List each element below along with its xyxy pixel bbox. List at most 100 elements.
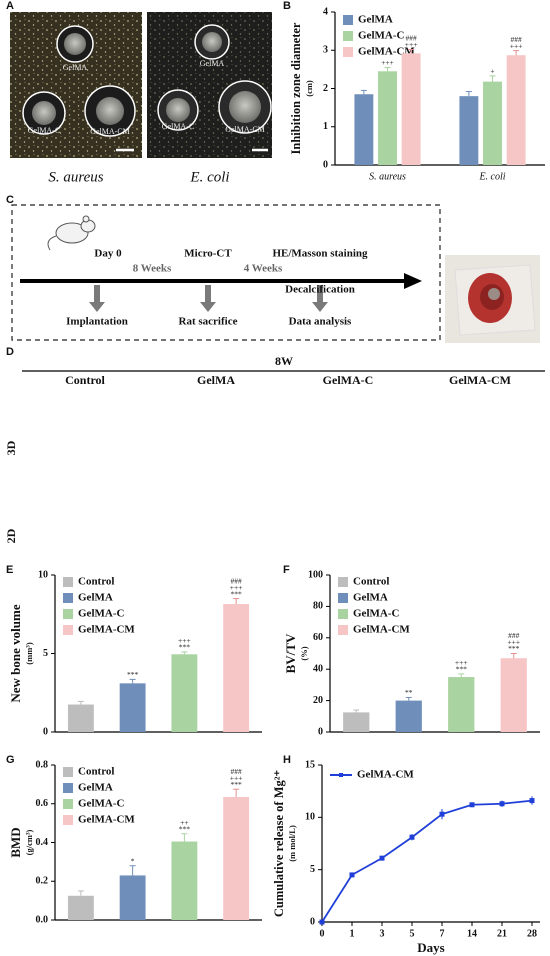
legend-swatch xyxy=(63,609,73,619)
significance: *** xyxy=(127,670,139,679)
photo-caption: E. coli xyxy=(189,169,229,185)
data-point xyxy=(379,855,385,861)
bar xyxy=(171,654,198,732)
legend-swatch xyxy=(338,593,348,603)
significance: ### xyxy=(508,631,520,640)
y-tick-label: 5 xyxy=(43,648,48,659)
data-line xyxy=(321,799,533,923)
y-tick-label: 4 xyxy=(323,6,328,17)
y-tick-label: 0 xyxy=(310,916,315,927)
legend-label: GelMA xyxy=(358,14,393,26)
panel-label: C xyxy=(6,194,14,206)
legend-swatch xyxy=(63,577,73,587)
photo-caption: S. aureus xyxy=(48,169,103,185)
bar xyxy=(171,841,198,920)
y-axis-label: BV/TV xyxy=(283,633,298,673)
data-point xyxy=(319,919,325,925)
x-tick-label: 28 xyxy=(527,928,537,939)
legend-swatch xyxy=(343,31,353,41)
data-point xyxy=(439,811,445,817)
significance: *** xyxy=(508,644,520,653)
bar xyxy=(483,81,502,165)
data-point xyxy=(349,872,355,878)
y-axis-unit: (m mol/L) xyxy=(287,825,297,862)
column-title: GelMA-CM xyxy=(449,373,511,387)
y-tick-label: 100 xyxy=(308,569,323,580)
bar xyxy=(500,658,527,732)
stage-result: Rat sacrifice xyxy=(179,316,238,328)
legend-label: GelMA-C xyxy=(78,608,124,620)
y-axis-label: New bone volume xyxy=(8,604,23,702)
y-tick-label: 0 xyxy=(43,726,48,737)
legend-swatch xyxy=(338,625,348,635)
significance: +++ xyxy=(455,658,468,667)
legend-label: GelMA xyxy=(78,782,113,794)
photo-s-aureus xyxy=(10,12,142,158)
significance: *** xyxy=(231,780,243,789)
y-tick-label: 5 xyxy=(310,864,315,875)
legend-swatch xyxy=(63,593,73,603)
row-label: 3D xyxy=(4,440,18,455)
bar xyxy=(459,96,479,165)
x-tick-label: 1 xyxy=(350,928,355,939)
bar xyxy=(506,55,526,165)
legend-swatch xyxy=(63,767,73,777)
y-tick-label: 40 xyxy=(313,663,323,674)
y-tick-label: 0 xyxy=(323,159,328,170)
legend-label: GelMA xyxy=(353,592,388,604)
y-axis-unit: (%) xyxy=(299,646,309,660)
legend-label: GelMA-C xyxy=(353,608,399,620)
legend-swatch xyxy=(63,799,73,809)
x-tick-label: 5 xyxy=(410,928,415,939)
significance: *** xyxy=(179,643,191,652)
x-tick-label: 0 xyxy=(320,928,325,939)
legend-label: GelMA-C xyxy=(358,30,404,42)
photo-e-coli xyxy=(147,12,272,158)
rat-icon xyxy=(47,215,96,251)
legend-label: GelMA-CM xyxy=(78,624,135,636)
significance: ### xyxy=(406,34,418,43)
stage-label: HE/Masson staining xyxy=(272,248,368,260)
y-tick-label: 3 xyxy=(323,45,328,56)
disc-label: GelMA-C xyxy=(162,122,194,131)
y-tick-label: 15 xyxy=(305,759,315,770)
bar xyxy=(67,895,94,920)
significance: ++ xyxy=(180,818,188,827)
disc-label: GelMA xyxy=(200,59,225,68)
panel-label: D xyxy=(6,346,14,358)
y-tick-label: 0.6 xyxy=(36,798,49,809)
legend-label: Control xyxy=(353,576,389,588)
stage-label: Micro-CT xyxy=(184,248,232,260)
significance: ### xyxy=(231,767,243,776)
y-axis-unit: (mm³) xyxy=(24,642,34,665)
column-title: Control xyxy=(65,373,105,387)
stage-result: Implantation xyxy=(66,316,128,328)
y-tick-label: 1 xyxy=(323,121,328,132)
y-tick-label: 2 xyxy=(323,83,328,94)
bar xyxy=(395,700,422,732)
y-axis-unit: (cm) xyxy=(304,80,314,97)
bar xyxy=(378,71,397,165)
significance: ### xyxy=(511,35,523,44)
legend-swatch xyxy=(343,15,353,25)
panel-label: H xyxy=(283,754,291,766)
significance: +++ xyxy=(230,583,243,592)
significance: *** xyxy=(231,589,243,598)
disc-label: GelMA-C xyxy=(28,126,60,135)
y-tick-label: 60 xyxy=(313,632,323,643)
x-tick-label: S. aureus xyxy=(369,171,406,182)
panel-label: A xyxy=(6,0,14,12)
legend-swatch xyxy=(338,577,348,587)
y-tick-label: 20 xyxy=(313,695,323,706)
legend-label: GelMA-CM xyxy=(357,769,414,781)
timeline-box xyxy=(11,204,441,341)
legend-label: GelMA-CM xyxy=(358,46,415,58)
interval-label: 4 Weeks xyxy=(244,263,283,275)
wound-photo xyxy=(445,255,540,343)
significance: * xyxy=(131,856,135,865)
x-tick-label: 14 xyxy=(467,928,477,939)
bar xyxy=(354,94,374,165)
x-tick-label: E. coli xyxy=(478,171,505,182)
bar xyxy=(223,796,250,920)
